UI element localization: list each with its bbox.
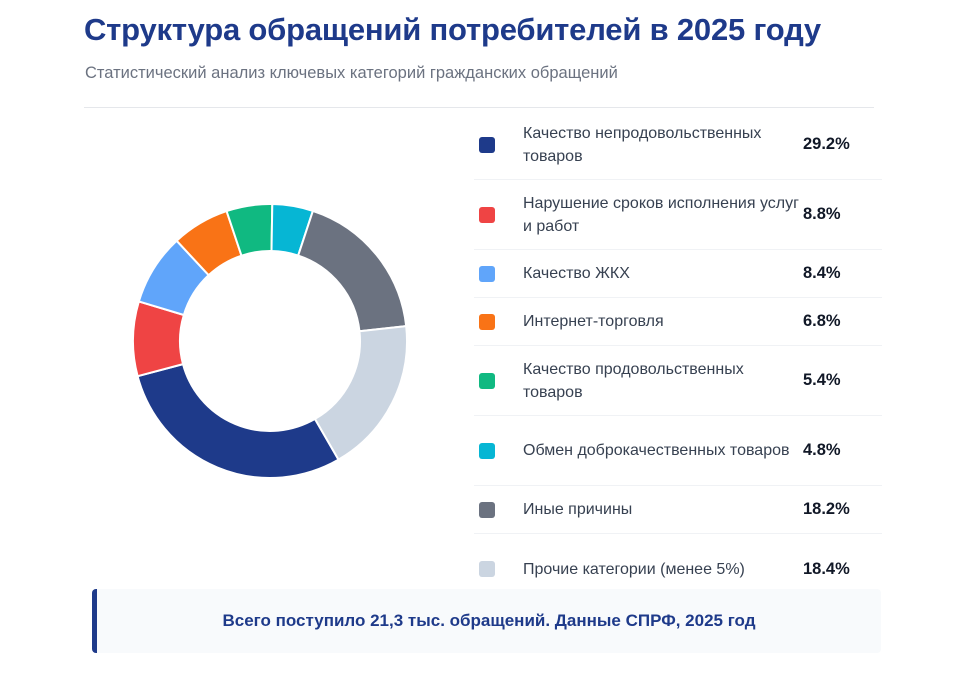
legend-item: Прочие категории (менее 5%) 18.4%: [474, 534, 882, 604]
legend-swatch: [479, 372, 495, 389]
legend-swatch: [479, 501, 495, 518]
legend-label: Качество продовольственных товаров: [523, 360, 744, 401]
legend-value: 18.2%: [803, 500, 850, 518]
header-divider: [84, 107, 874, 108]
legend-item: Качество продовольственных товаров 5.4%: [474, 346, 882, 416]
legend-value: 4.8%: [803, 441, 841, 459]
page-subtitle: Статистический анализ ключевых категорий…: [85, 64, 618, 82]
legend-item: Нарушение сроков исполнения услуг и рабо…: [474, 180, 882, 250]
legend-label: Прочие категории (менее 5%): [523, 560, 745, 578]
legend-value: 6.8%: [803, 312, 841, 330]
legend-swatch: [479, 442, 495, 459]
legend-value: 18.4%: [803, 559, 850, 578]
donut-chart: [100, 180, 440, 500]
legend-label: Нарушение сроков исполнения услуг и рабо…: [523, 194, 799, 235]
legend-label: Качество ЖКХ: [523, 265, 630, 282]
legend-value: 8.8%: [803, 205, 841, 223]
legend-swatch: [479, 136, 495, 153]
legend-item: Качество ЖКХ 8.4%: [474, 250, 882, 298]
legend-item: Иные причины 18.2%: [474, 486, 882, 534]
legend-swatch: [479, 265, 495, 282]
summary-text: Всего поступило 21,3 тыс. обращений. Дан…: [222, 611, 756, 630]
legend-label: Обмен доброкачественных товаров: [523, 442, 790, 459]
legend-label: Иные причины: [523, 501, 633, 518]
legend-label: Интернет-торговля: [523, 313, 664, 330]
legend-item: Обмен доброкачественных товаров 4.8%: [474, 416, 882, 486]
legend-item: Интернет-торговля 6.8%: [474, 298, 882, 346]
legend-value: 8.4%: [803, 264, 841, 282]
legend-swatch: [479, 313, 495, 330]
donut-slice: [136, 362, 340, 479]
summary-banner: Всего поступило 21,3 тыс. обращений. Дан…: [92, 589, 881, 653]
legend-label: Качество непродовольственных товаров: [523, 124, 762, 165]
legend-value: 29.2%: [803, 135, 850, 153]
legend-swatch: [479, 206, 495, 223]
page-title: Структура обращений потребителей в 2025 …: [84, 12, 821, 47]
donut-chart-svg: [132, 203, 408, 479]
legend-swatch: [479, 561, 495, 577]
legend-item: Качество непродовольственных товаров 29.2…: [474, 110, 882, 180]
donut-slice: [313, 325, 408, 462]
donut-slice: [296, 209, 408, 333]
legend-value: 5.4%: [803, 371, 841, 389]
chart-legend: Качество непродовольственных товаров 29.2…: [474, 110, 882, 604]
